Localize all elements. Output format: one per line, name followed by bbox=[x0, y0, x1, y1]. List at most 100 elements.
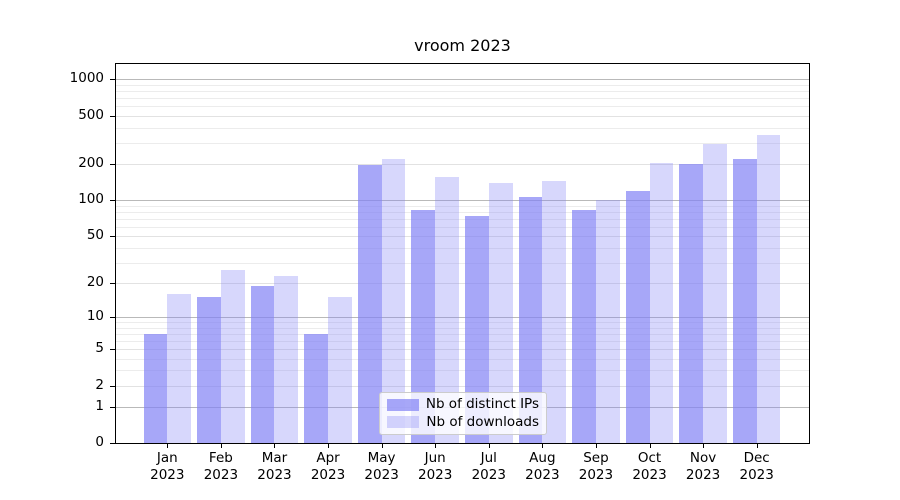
y-tick-50 bbox=[110, 236, 115, 237]
gridline-60 bbox=[116, 227, 810, 228]
bar-downloads-sep bbox=[595, 200, 620, 443]
gridline-800 bbox=[116, 91, 810, 92]
x-tick-feb bbox=[220, 444, 222, 448]
gridline-7 bbox=[116, 334, 810, 335]
gridline-90 bbox=[116, 206, 810, 207]
gridline-2 bbox=[116, 386, 810, 387]
gridline-50 bbox=[116, 236, 810, 237]
gridline-900 bbox=[116, 85, 810, 86]
x-tick-label-aug: Aug 2023 bbox=[525, 450, 560, 483]
bar-distinct-ips-feb bbox=[197, 297, 221, 443]
bar-downloads-mar bbox=[274, 276, 299, 443]
x-tick-sep bbox=[595, 444, 597, 448]
y-tick-label-500: 500 bbox=[78, 107, 104, 123]
gridline-10 bbox=[116, 317, 810, 318]
bar-downloads-apr bbox=[328, 297, 352, 443]
y-tick-2 bbox=[110, 386, 115, 387]
gridline-4 bbox=[116, 359, 810, 360]
bar-downloads-jan bbox=[167, 294, 192, 443]
legend-label-distinct-ips: Nb of distinct IPs bbox=[425, 396, 539, 413]
gridline-20 bbox=[116, 283, 810, 284]
legend-swatch-distinct-ips bbox=[387, 398, 419, 411]
y-tick-500 bbox=[110, 116, 115, 117]
x-tick-label-nov: Nov 2023 bbox=[685, 450, 721, 483]
y-tick-label-10: 10 bbox=[86, 308, 104, 324]
y-tick-label-1: 1 bbox=[95, 398, 104, 414]
bar-distinct-ips-jul bbox=[464, 215, 489, 443]
gridline-600 bbox=[116, 106, 810, 107]
x-tick-aug bbox=[542, 444, 544, 448]
legend: Nb of distinct IPs Nb of downloads bbox=[379, 392, 547, 435]
bar-distinct-ips-mar bbox=[250, 285, 275, 443]
x-tick-label-jun: Jun 2023 bbox=[418, 450, 453, 483]
y-tick-label-200: 200 bbox=[78, 155, 104, 171]
bar-downloads-oct bbox=[649, 162, 674, 443]
bar-distinct-ips-dec bbox=[732, 159, 757, 443]
x-tick-jan bbox=[167, 444, 169, 448]
gridline-100 bbox=[116, 200, 810, 201]
gridline-70 bbox=[116, 219, 810, 220]
x-tick-label-apr: Apr 2023 bbox=[310, 450, 346, 483]
bar-downloads-dec bbox=[756, 135, 781, 443]
gridline-300 bbox=[116, 143, 810, 144]
bar-distinct-ips-aug bbox=[518, 196, 543, 443]
axis-spine-top bbox=[115, 63, 810, 64]
gridline-700 bbox=[116, 98, 810, 99]
bar-distinct-ips-jun bbox=[411, 209, 436, 443]
y-tick-5 bbox=[110, 349, 115, 350]
y-tick-1000 bbox=[110, 79, 115, 80]
x-tick-dec bbox=[756, 444, 758, 448]
x-tick-label-feb: Feb 2023 bbox=[203, 450, 239, 483]
gridline-200 bbox=[116, 164, 810, 165]
x-tick-oct bbox=[649, 444, 651, 448]
y-tick-0 bbox=[110, 443, 115, 444]
x-tick-label-oct: Oct 2023 bbox=[632, 450, 667, 483]
x-tick-label-may: May 2023 bbox=[364, 450, 399, 483]
gridline-9 bbox=[116, 322, 810, 323]
legend-row-distinct-ips: Nb of distinct IPs bbox=[387, 397, 539, 412]
legend-row-downloads: Nb of downloads bbox=[387, 413, 539, 430]
gridline-30 bbox=[116, 263, 810, 264]
axis-spine-bottom bbox=[115, 443, 810, 444]
x-tick-may bbox=[381, 444, 383, 448]
bar-distinct-ips-may bbox=[357, 165, 382, 443]
gridline-5 bbox=[116, 349, 810, 350]
x-tick-mar bbox=[274, 444, 276, 448]
gridline-40 bbox=[116, 248, 810, 249]
x-tick-jul bbox=[488, 444, 490, 448]
bar-distinct-ips-apr bbox=[304, 333, 329, 443]
bar-downloads-feb bbox=[220, 269, 245, 443]
bar-downloads-aug bbox=[542, 180, 567, 443]
gridline-8 bbox=[116, 328, 810, 329]
gridline-500 bbox=[116, 116, 810, 117]
y-tick-label-100: 100 bbox=[78, 191, 104, 207]
gridline-1000 bbox=[116, 79, 810, 80]
axis-spine-left bbox=[115, 63, 116, 444]
x-tick-label-sep: Sep 2023 bbox=[578, 450, 614, 483]
bar-distinct-ips-nov bbox=[679, 164, 704, 443]
legend-label-downloads: Nb of downloads bbox=[426, 413, 539, 430]
bar-downloads-may bbox=[381, 159, 406, 443]
x-tick-label-dec: Dec 2023 bbox=[739, 450, 774, 483]
x-tick-label-jan: Jan 2023 bbox=[150, 450, 185, 483]
legend-swatch-downloads bbox=[387, 416, 419, 429]
y-tick-label-50: 50 bbox=[86, 227, 104, 243]
bar-distinct-ips-jan bbox=[143, 333, 168, 443]
gridline-400 bbox=[116, 128, 810, 129]
y-tick-label-5: 5 bbox=[95, 340, 104, 356]
bar-downloads-nov bbox=[703, 143, 727, 443]
y-tick-label-1000: 1000 bbox=[69, 70, 104, 86]
x-tick-jun bbox=[435, 444, 437, 448]
gridline-6 bbox=[116, 341, 810, 342]
y-tick-20 bbox=[110, 283, 115, 284]
bar-distinct-ips-oct bbox=[625, 190, 650, 443]
y-tick-1 bbox=[110, 407, 115, 408]
bar-downloads-jun bbox=[435, 177, 459, 443]
gridline-80 bbox=[116, 212, 810, 213]
y-tick-label-20: 20 bbox=[86, 274, 104, 290]
x-tick-label-jul: Jul 2023 bbox=[471, 450, 506, 483]
y-tick-label-0: 0 bbox=[95, 434, 104, 450]
bar-downloads-jul bbox=[488, 182, 513, 443]
x-tick-nov bbox=[703, 444, 705, 448]
chart-title: vroom 2023 bbox=[414, 36, 511, 55]
